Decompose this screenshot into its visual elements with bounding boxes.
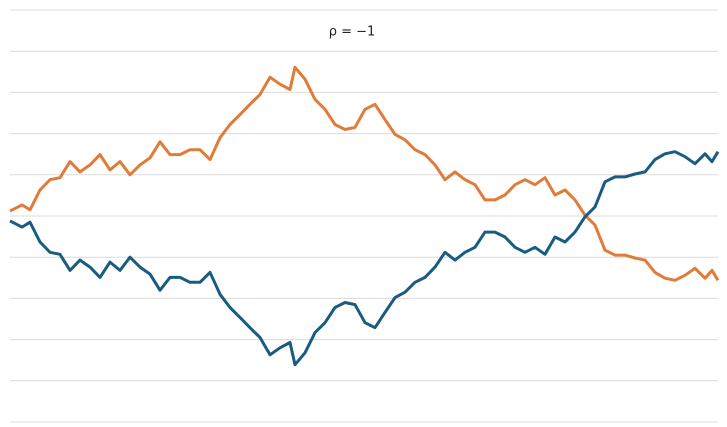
series-line	[9, 65, 720, 282]
chart-title: ρ = −1	[329, 25, 376, 40]
series-line	[9, 150, 720, 367]
